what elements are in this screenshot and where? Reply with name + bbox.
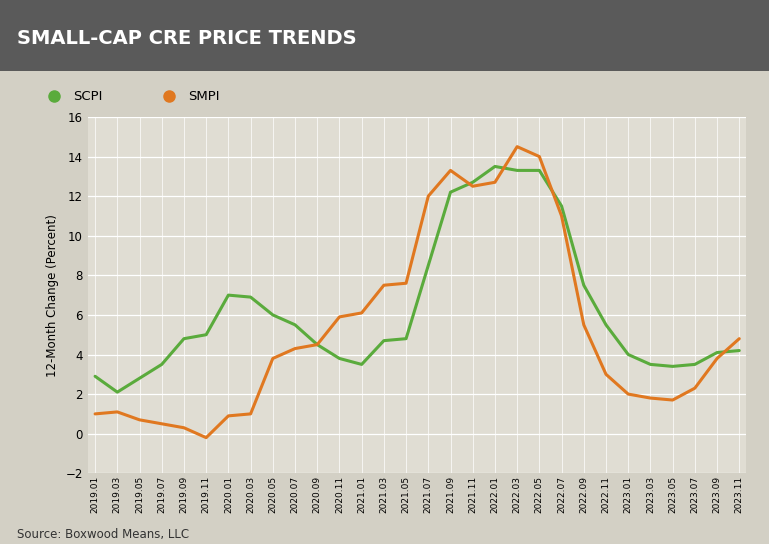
Y-axis label: 12-Month Change (Percent): 12-Month Change (Percent) <box>45 214 58 376</box>
Text: Source: Boxwood Means, LLC: Source: Boxwood Means, LLC <box>17 528 189 541</box>
Text: SMPI: SMPI <box>188 90 220 103</box>
Text: SCPI: SCPI <box>73 90 102 103</box>
Text: SMALL-CAP CRE PRICE TRENDS: SMALL-CAP CRE PRICE TRENDS <box>17 29 357 48</box>
